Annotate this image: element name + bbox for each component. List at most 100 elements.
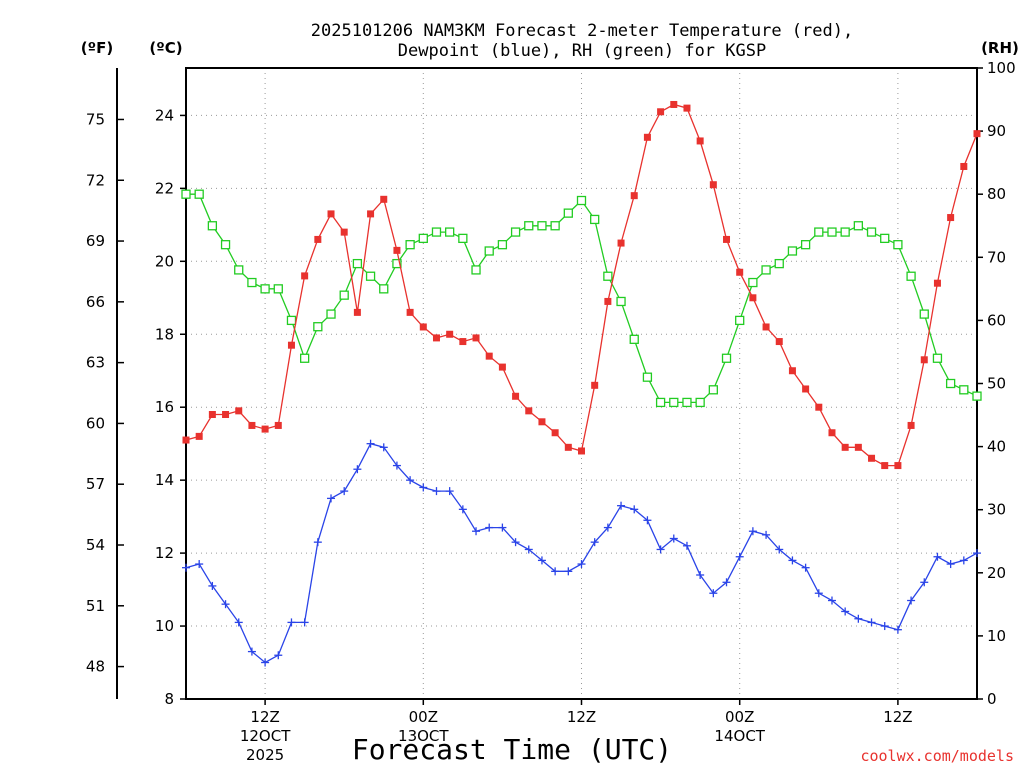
rh-point — [550, 221, 560, 231]
rh-point — [181, 189, 191, 199]
grid-lines — [186, 68, 977, 699]
celsius-tick-label: 14 — [155, 471, 174, 489]
celsius-tick-label: 18 — [155, 325, 174, 343]
temperature-point — [775, 338, 783, 346]
temperature-point — [314, 235, 322, 243]
temperature-point — [617, 239, 625, 247]
temperature-point — [551, 429, 559, 437]
rh-point — [787, 246, 798, 256]
dewpoint-point — [880, 622, 889, 631]
dewpoint-point — [709, 589, 718, 598]
temperature-point — [762, 323, 770, 331]
temperature-point — [498, 363, 506, 371]
temperature-point — [301, 272, 309, 280]
dewpoint-point — [234, 618, 243, 627]
time-tick-label: 00Z — [725, 708, 754, 726]
rh-unit-label: (RH) — [981, 39, 1019, 57]
rh-point — [669, 397, 679, 408]
rh-point — [260, 284, 270, 294]
rh-point — [603, 271, 613, 281]
rh-point — [814, 227, 824, 237]
rh-point — [510, 227, 521, 237]
dewpoint-point — [933, 552, 942, 561]
dewpoint-point — [313, 538, 322, 547]
temperature-point — [274, 421, 282, 429]
dewpoint-point — [221, 600, 230, 609]
rh-point — [642, 372, 653, 382]
temperature-point — [525, 407, 533, 415]
temperature-point — [367, 210, 375, 218]
dewpoint-point — [788, 556, 797, 565]
temperature-point — [393, 246, 401, 254]
rh-point — [563, 208, 573, 218]
temperature-point — [208, 411, 216, 419]
temperature-point — [340, 228, 348, 236]
dewpoint-point — [617, 501, 626, 510]
rh-point — [827, 227, 837, 237]
rh-tick-label: 30 — [987, 501, 1006, 519]
dewpoint-point — [261, 658, 270, 667]
rh-point — [405, 240, 415, 250]
dewpoint-point — [841, 607, 850, 616]
rh-point — [431, 227, 442, 237]
rh-point — [840, 227, 850, 237]
temperature-point — [195, 432, 203, 440]
rh-point — [207, 221, 218, 231]
temperature-point — [960, 162, 968, 170]
temperature-point — [841, 443, 849, 451]
temperature-point — [736, 268, 744, 276]
dewpoint-point — [814, 589, 823, 598]
dewpoint-point — [432, 487, 441, 496]
rh-tick-label: 0 — [987, 690, 997, 708]
temperature-point — [512, 392, 520, 400]
rh-tick-label: 80 — [987, 185, 1006, 203]
temperature-point — [222, 411, 230, 419]
series-group — [181, 100, 982, 667]
year-tick-label: 2025 — [246, 746, 284, 764]
credit-link[interactable]: coolwx.com/models — [860, 747, 1014, 765]
rh-point — [708, 385, 718, 395]
temperature-point — [538, 418, 546, 426]
fahrenheit-tick-label: 69 — [86, 232, 105, 250]
temperature-point — [406, 308, 414, 316]
temperature-point — [248, 421, 256, 429]
temperature-point — [446, 330, 454, 338]
celsius-tick-label: 24 — [155, 106, 174, 124]
temperature-point — [472, 334, 480, 342]
rh-tick-label: 20 — [987, 564, 1006, 582]
rh-point — [735, 315, 745, 326]
temperature-point — [973, 130, 981, 138]
axes-ticks: 8 10 12 14 16 18 20 22 24 48 51 54 57 60 63 66 69 72 75 0 10… — [86, 59, 1016, 764]
dewpoint-point — [775, 545, 784, 554]
temperature-point — [261, 425, 269, 433]
rh-tick-label: 70 — [987, 248, 1006, 266]
time-tick-label: 12Z — [250, 708, 279, 726]
dewpoint-point — [577, 560, 586, 569]
dewpoint-point — [696, 570, 705, 579]
dewpoint-point — [208, 581, 217, 590]
date-tick-label: 13OCT — [398, 727, 449, 745]
dewpoint-point — [274, 651, 283, 660]
fahrenheit-tick-label: 57 — [86, 475, 105, 493]
celsius-tick-label: 20 — [155, 252, 174, 270]
celsius-tick-label: 12 — [155, 544, 174, 562]
rh-point — [247, 277, 257, 288]
celsius-tick-label: 22 — [155, 179, 174, 197]
rh-point — [655, 397, 666, 408]
dewpoint-point — [603, 523, 612, 532]
dewpoint-point — [406, 476, 415, 485]
temperature-point — [287, 341, 295, 349]
dewpoint-point — [920, 578, 929, 587]
dewpoint-point — [485, 523, 494, 532]
dewpoint-point — [630, 505, 639, 514]
rh-point — [497, 240, 508, 250]
dewpoint-point — [419, 483, 428, 492]
dewpoint-point — [867, 618, 876, 627]
dewpoint-point — [893, 625, 902, 634]
rh-series — [181, 189, 982, 408]
temperature-point — [235, 407, 243, 415]
time-tick-label: 12Z — [883, 708, 912, 726]
dewpoint-point — [511, 538, 520, 547]
dewpoint-point — [973, 549, 981, 558]
rh-tick-label: 100 — [987, 59, 1016, 77]
